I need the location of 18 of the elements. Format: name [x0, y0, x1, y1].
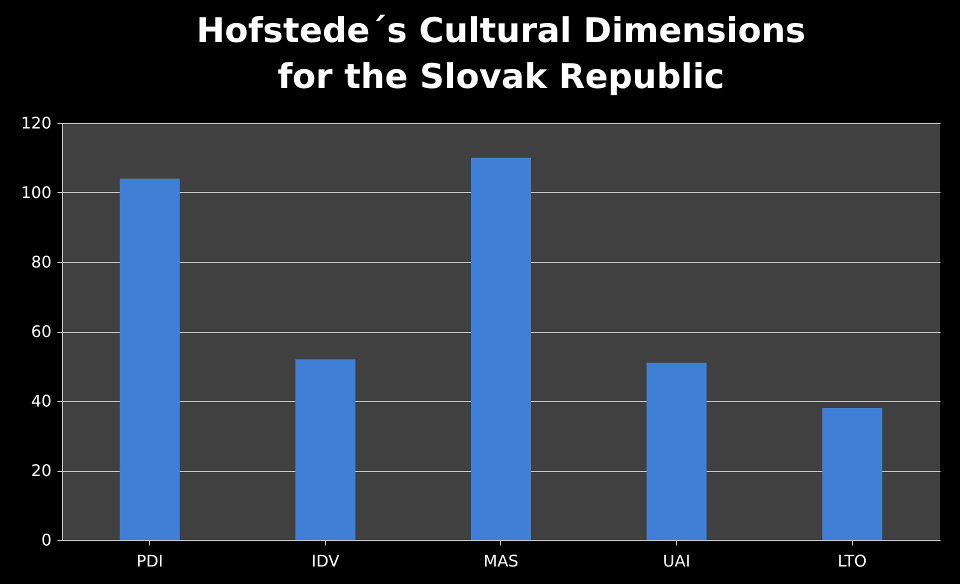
y-tick-label: 80 [31, 252, 52, 272]
y-tick-label: 120 [20, 114, 52, 132]
y-tick-label: 40 [31, 392, 52, 410]
x-tick-label: LTO [838, 552, 867, 570]
bar [120, 178, 180, 540]
x-tick-label: IDV [312, 552, 340, 570]
bar [471, 158, 531, 540]
bar [822, 408, 882, 540]
y-tick-label: 60 [31, 322, 52, 341]
y-tick-label: 0 [41, 530, 52, 550]
y-tick-label: 20 [31, 461, 52, 480]
x-tick-label: MAS [484, 552, 518, 570]
bar [295, 359, 356, 540]
y-tick-label: 100 [20, 183, 52, 202]
x-tick-label: UAI [662, 552, 690, 570]
x-tick-label: PDI [136, 552, 164, 570]
bar [646, 362, 707, 540]
chart-title: Hofstede´s Cultural Dimensions for the Slovak Republic [196, 11, 806, 97]
